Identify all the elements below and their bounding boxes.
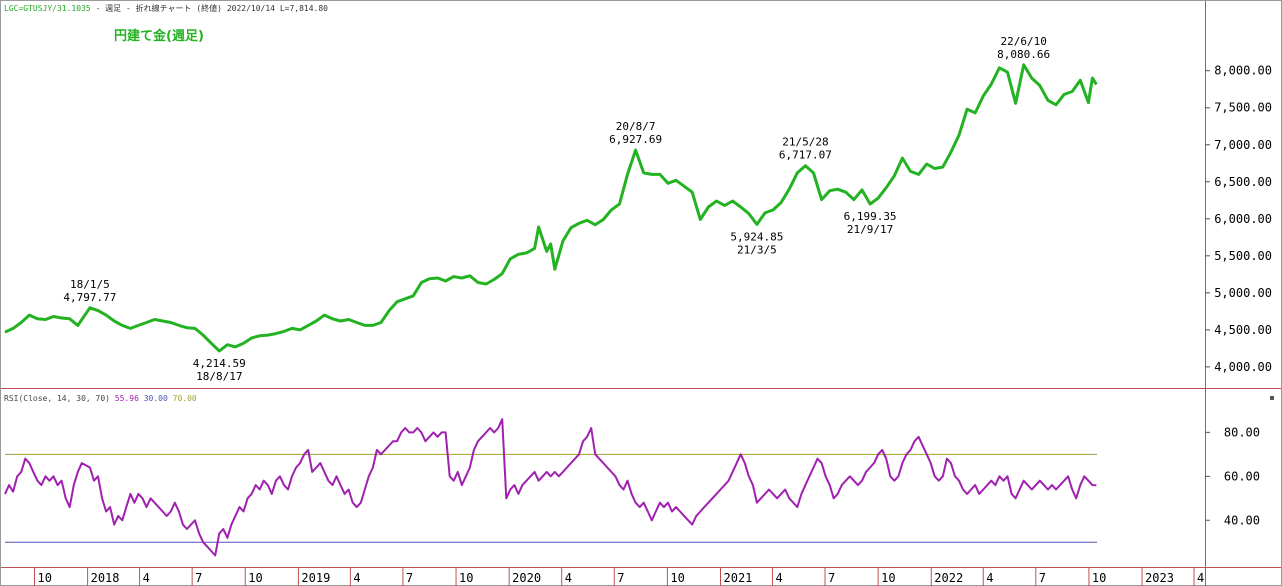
annotation-line-2: 18/8/17 <box>196 370 242 383</box>
annotation-line-2: 8,080.66 <box>997 48 1050 61</box>
x-tick-label: 4 <box>565 571 572 585</box>
annotation-line-2: 21/9/17 <box>847 223 893 236</box>
price-ytick-label: 6,000.00 <box>1214 212 1272 226</box>
annotation-line-1: 22/6/10 <box>1000 35 1046 48</box>
rsi-legend: RSI(Close, 14, 30, 70) 55.96 30.00 70.00 <box>4 394 197 403</box>
chart-header: LGC=GTUSJY/31.1035 - 週足 - 折れ線チャート (終値) 2… <box>4 3 328 13</box>
rsi-ytick-label: 40.00 <box>1224 513 1260 527</box>
x-tick-label: 10 <box>670 571 684 585</box>
annotation-line-1: 4,214.59 <box>193 357 246 370</box>
rsi-series-line <box>4 418 1097 557</box>
annotation-line-2: 6,927.69 <box>609 133 662 146</box>
x-tick-label: 2022 <box>934 571 963 585</box>
x-tick-label: 4 <box>775 571 782 585</box>
x-tick-label: 7 <box>406 571 413 585</box>
price-annotation: 20/8/76,927.69 <box>609 120 662 146</box>
header-symbol: LGC=GTUSJY/31.1035 <box>4 4 91 13</box>
rsi-ytick-label: 80.00 <box>1224 425 1260 439</box>
price-ytick-label: 6,500.00 <box>1214 175 1272 189</box>
annotation-line-1: 6,199.35 <box>844 210 897 223</box>
rsi-panel-marker <box>1270 396 1274 400</box>
rsi-line-group <box>4 418 1097 557</box>
x-tick-label: 4 <box>1197 571 1204 585</box>
x-tick-label: 10 <box>1092 571 1106 585</box>
x-axis: 10 2018 4 7 10 2019 4 7 10 2020 4 7 10 2021 4 7 10 2022 4 7… <box>33 567 1204 586</box>
price-series-line <box>4 63 1098 353</box>
price-line-group <box>4 63 1098 353</box>
price-ytick-label: 4,500.00 <box>1214 323 1272 337</box>
x-tick-label: 10 <box>248 571 262 585</box>
annotation-line-1: 20/8/7 <box>616 120 656 133</box>
x-tick-label: 7 <box>1039 571 1046 585</box>
x-tick-label: 2021 <box>724 571 753 585</box>
header-price-type: (終値) <box>196 3 222 13</box>
x-tick-label: 4 <box>986 571 993 585</box>
header-date: 2022/10/14 <box>227 4 275 13</box>
annotation-line-2: 4,797.77 <box>63 291 116 304</box>
x-tick-label: 7 <box>195 571 202 585</box>
price-annotation: 18/1/54,797.77 <box>63 278 116 304</box>
annotation-line-2: 6,717.07 <box>779 149 832 162</box>
x-tick-label: 10 <box>881 571 895 585</box>
x-tick-label: 10 <box>459 571 473 585</box>
x-tick-label: 2019 <box>301 571 330 585</box>
x-tick-label: 2020 <box>512 571 541 585</box>
price-ytick-label: 5,000.00 <box>1214 286 1272 300</box>
price-chart-title: 円建て金(週足) <box>114 28 204 44</box>
price-annotation: 22/6/108,080.66 <box>997 35 1050 61</box>
x-tick-label: 4 <box>353 571 360 585</box>
rsi-legend-label: RSI(Close, 14, 30, 70) <box>4 394 110 403</box>
rsi-reference-lines <box>5 453 1097 543</box>
rsi-legend-lower: 30.00 <box>144 394 168 403</box>
price-ytick-label: 8,000.00 <box>1214 64 1272 78</box>
annotation-line-2: 21/3/5 <box>737 243 777 256</box>
rsi-ytick-label: 60.00 <box>1224 469 1260 483</box>
annotation-line-1: 5,924.85 <box>730 230 783 243</box>
annotation-line-1: 21/5/28 <box>782 136 828 149</box>
x-tick-label: 7 <box>617 571 624 585</box>
header-chart-style: 折れ線チャート <box>136 3 192 13</box>
price-ytick-label: 4,000.00 <box>1214 360 1272 374</box>
x-tick-label: 10 <box>37 571 51 585</box>
header-period: 週足 <box>105 4 121 13</box>
price-ytick-label: 7,500.00 <box>1214 101 1272 115</box>
x-tick-label: 4 <box>143 571 150 585</box>
header-last: L=7,814.80 <box>280 4 328 13</box>
rsi-legend-upper: 70.00 <box>173 394 197 403</box>
price-ytick-label: 7,000.00 <box>1214 138 1272 152</box>
price-y-axis: 4,000.00 4,500.00 5,000.00 5,500.00 6,000.00… <box>1205 64 1272 374</box>
rsi-y-axis: 40.00 60.00 80.00 <box>1205 425 1260 527</box>
rsi-legend-value: 55.96 <box>115 394 139 403</box>
price-annotation: 21/5/286,717.07 <box>779 136 832 162</box>
annotation-line-1: 18/1/5 <box>70 278 110 291</box>
x-tick-label: 2023 <box>1145 571 1174 585</box>
x-tick-label: 7 <box>828 571 835 585</box>
x-tick-label: 2018 <box>91 571 120 585</box>
price-ytick-label: 5,500.00 <box>1214 249 1272 263</box>
